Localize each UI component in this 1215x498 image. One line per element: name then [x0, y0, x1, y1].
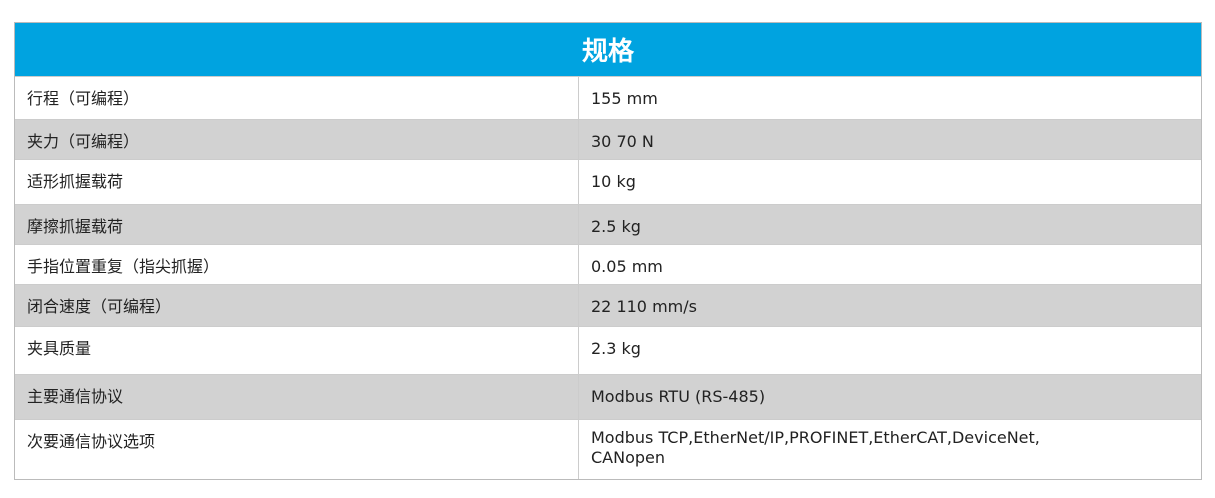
table-row: 夹具质量 2.3 kg	[15, 326, 1201, 374]
spec-label: 闭合速度（可编程）	[15, 285, 579, 326]
spec-label: 适形抓握载荷	[15, 160, 579, 204]
spec-label: 摩擦抓握载荷	[15, 205, 579, 244]
table-body: 行程（可编程） 155 mm 夹力（可编程） 30 70 N 适形抓握载荷 10 kg 摩擦…	[15, 76, 1201, 479]
table-row: 夹力（可编程） 30 70 N	[15, 119, 1201, 159]
spec-value: 22 110 mm/s	[591, 297, 697, 316]
spec-value: 2.5 kg	[591, 217, 641, 236]
spec-label: 夹具质量	[15, 327, 579, 374]
table-row: 手指位置重复（指尖抓握） 0.05 mm	[15, 244, 1201, 284]
spec-table: 规格 行程（可编程） 155 mm 夹力（可编程） 30 70 N 适形抓握载荷 10 k…	[14, 22, 1202, 480]
spec-label: 夹力（可编程）	[15, 120, 579, 159]
spec-label: 主要通信协议	[15, 375, 579, 419]
table-row: 摩擦抓握载荷 2.5 kg	[15, 204, 1201, 244]
spec-label: 行程（可编程）	[15, 77, 579, 119]
spec-value: 2.3 kg	[591, 339, 641, 358]
table-title: 规格	[15, 23, 1201, 76]
spec-value: 155 mm	[591, 89, 658, 108]
table-row: 行程（可编程） 155 mm	[15, 76, 1201, 119]
spec-value: Modbus TCP,EtherNet/IP,PROFINET,EtherCAT…	[591, 428, 1040, 467]
table-row: 适形抓握载荷 10 kg	[15, 159, 1201, 204]
table-row: 主要通信协议 Modbus RTU (RS-485)	[15, 374, 1201, 419]
spec-value: Modbus RTU (RS-485)	[591, 387, 766, 406]
spec-value: 30 70 N	[591, 132, 654, 151]
spec-value: 10 kg	[591, 172, 636, 191]
spec-label: 次要通信协议选项	[15, 420, 579, 479]
table-row: 闭合速度（可编程） 22 110 mm/s	[15, 284, 1201, 326]
spec-value: 0.05 mm	[591, 257, 663, 276]
spec-label: 手指位置重复（指尖抓握）	[15, 245, 579, 284]
table-row: 次要通信协议选项 Modbus TCP,EtherNet/IP,PROFINET,…	[15, 419, 1201, 479]
